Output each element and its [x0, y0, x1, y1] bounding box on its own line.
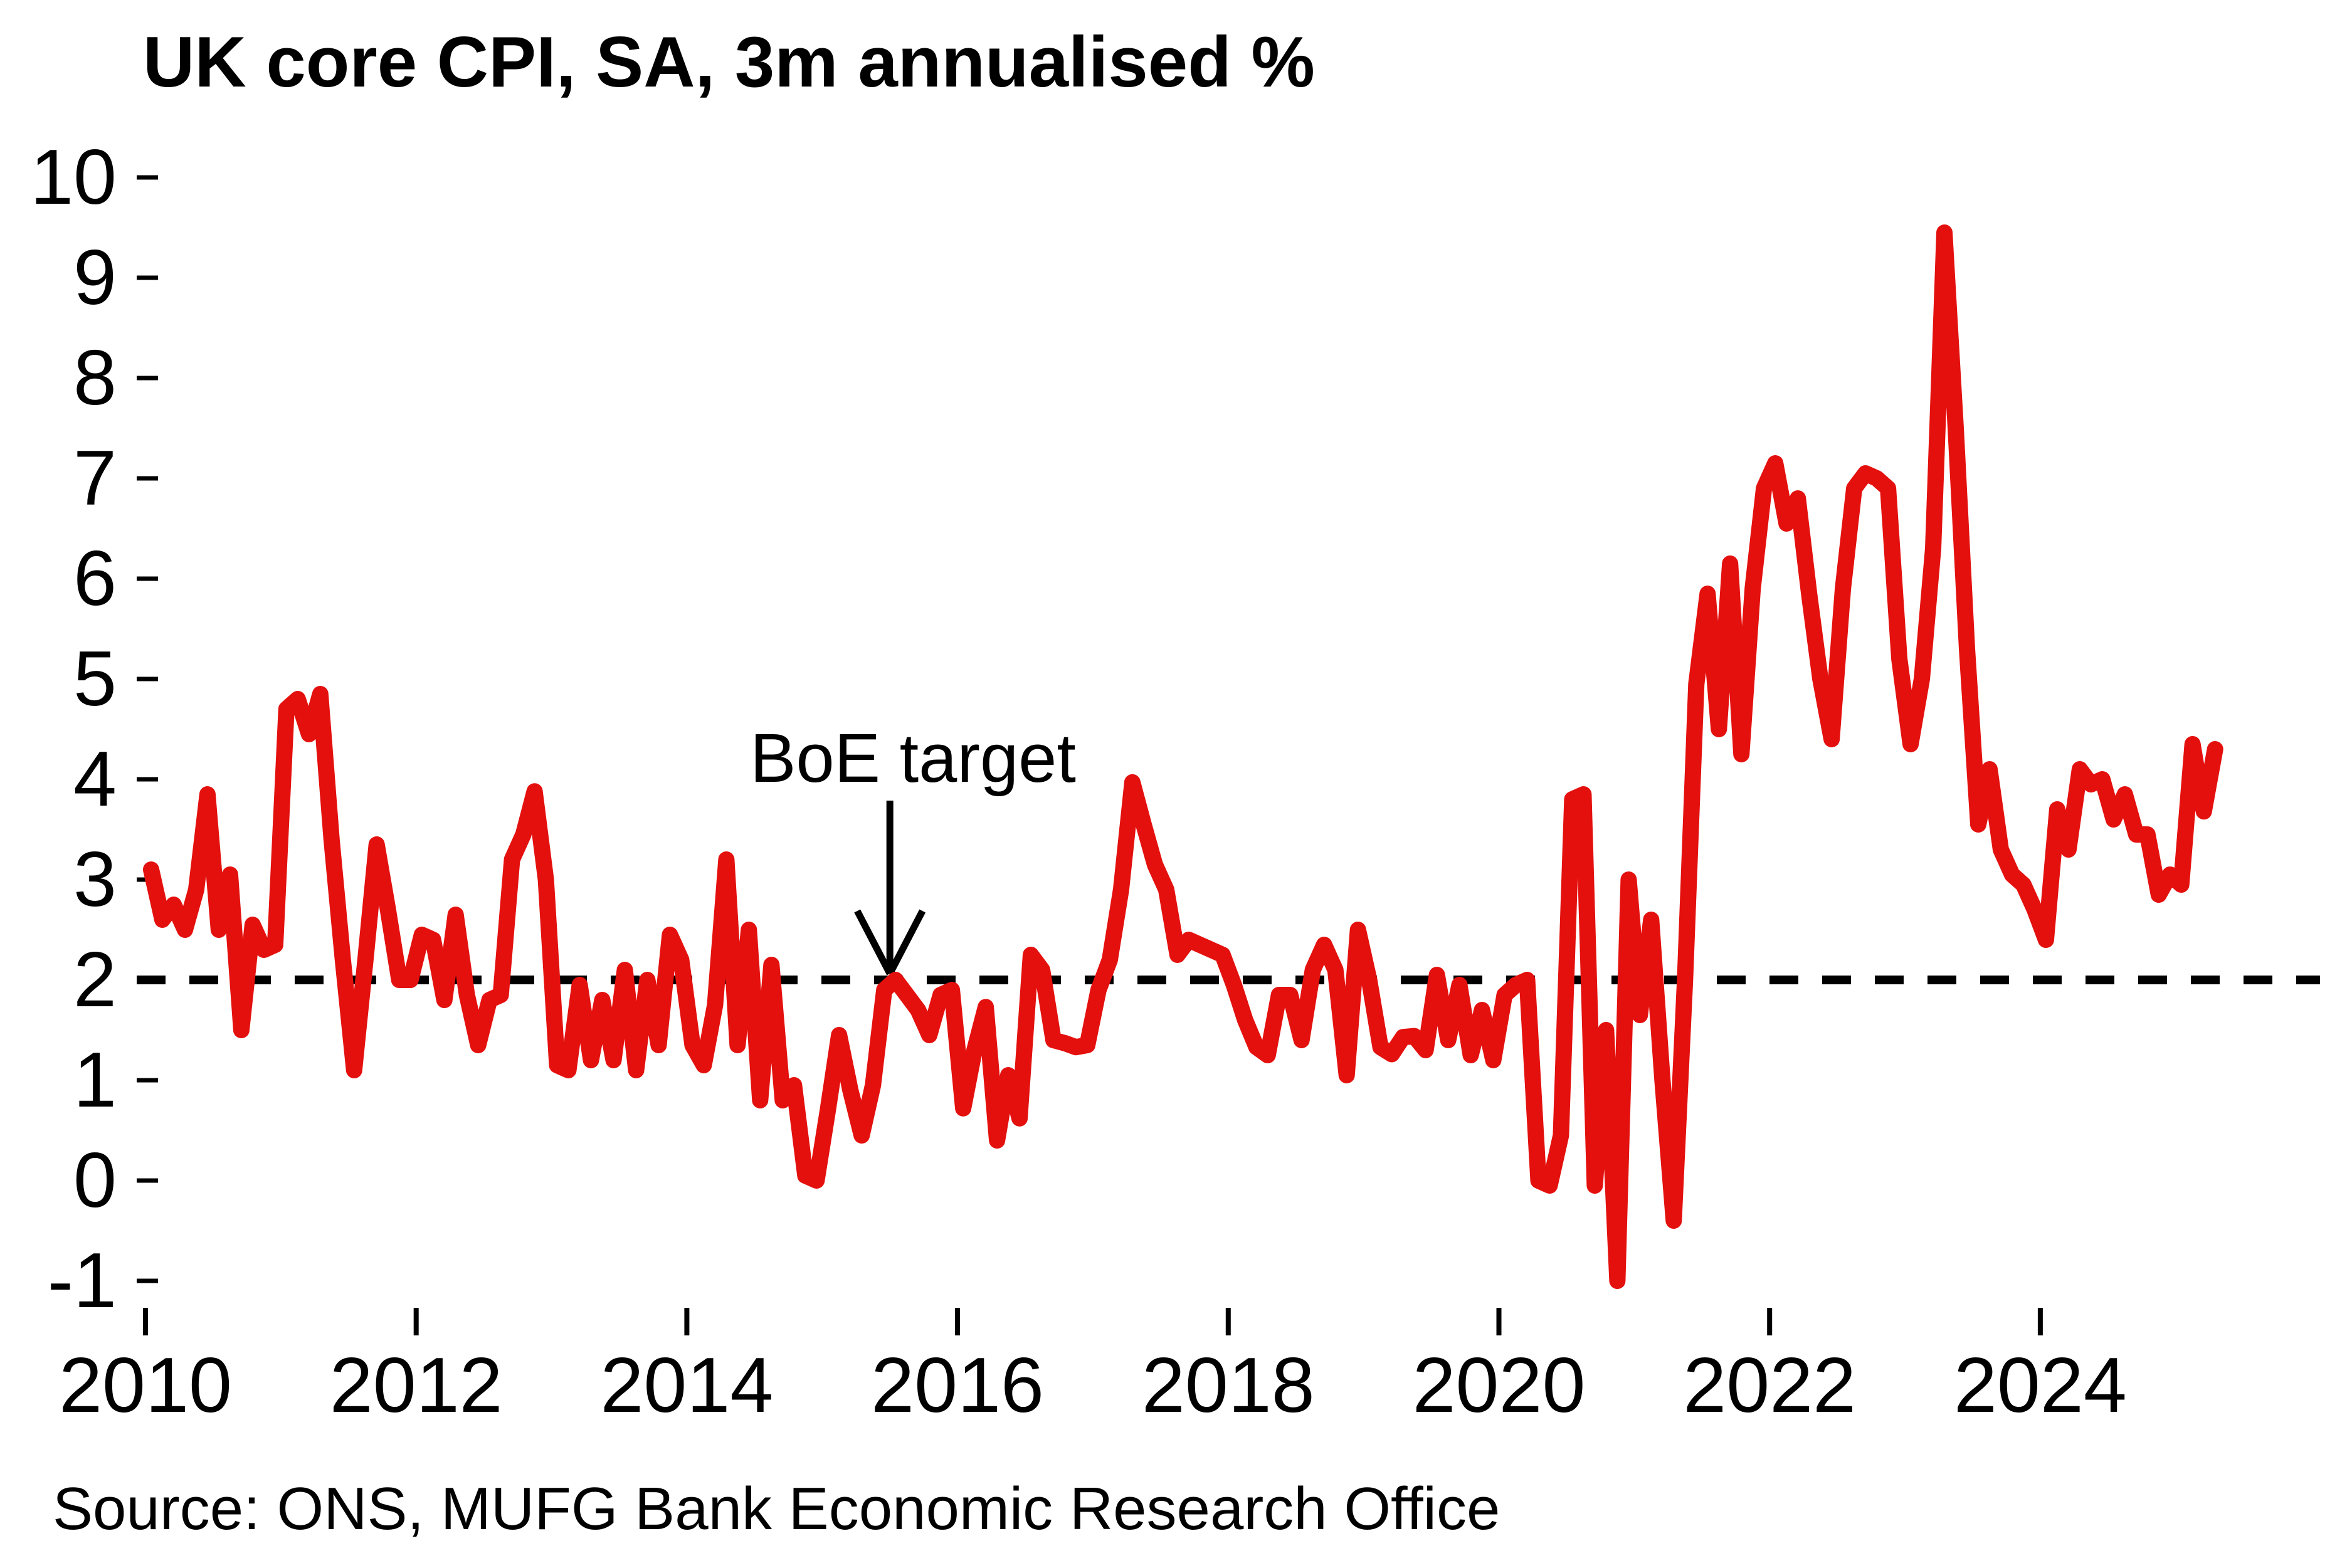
- chart-title: UK core CPI, SA, 3m annualised %: [143, 23, 1315, 102]
- y-axis-tick-label: 5: [73, 636, 117, 722]
- x-axis-tick-label: 2016: [871, 1342, 1044, 1429]
- x-axis-tick-label: 2022: [1683, 1342, 1856, 1429]
- x-axis-tick-label: 2020: [1413, 1342, 1586, 1429]
- y-axis-tick-label: 10: [30, 134, 117, 221]
- y-axis-tick-label: 0: [73, 1137, 117, 1224]
- y-axis-tick-label: 4: [73, 736, 117, 823]
- source-note: Source: ONS, MUFG Bank Economic Research…: [53, 1475, 1500, 1542]
- y-axis-tick-label: 8: [73, 335, 117, 421]
- x-axis-tick-label: 2024: [1954, 1342, 2127, 1429]
- y-axis-tick-label: 9: [73, 234, 117, 321]
- y-axis-tick-label: 3: [73, 836, 117, 923]
- y-axis-tick-label: -1: [48, 1238, 117, 1324]
- boe-target-label: BoE target: [750, 720, 1076, 797]
- y-axis-tick-label: 1: [73, 1037, 117, 1123]
- annotation-arrow-head: [854, 909, 894, 976]
- x-axis-tick-label: 2010: [59, 1342, 232, 1429]
- y-axis-tick-label: 2: [73, 937, 117, 1023]
- y-axis-tick-label: 7: [73, 435, 117, 522]
- x-axis-tick-label: 2018: [1142, 1342, 1315, 1429]
- x-axis-tick-label: 2014: [600, 1342, 773, 1429]
- series-line: [143, 224, 2223, 1289]
- annotation-arrow-head: [887, 909, 926, 976]
- y-axis-tick-label: 6: [73, 535, 117, 622]
- x-axis-tick-label: 2012: [330, 1342, 503, 1429]
